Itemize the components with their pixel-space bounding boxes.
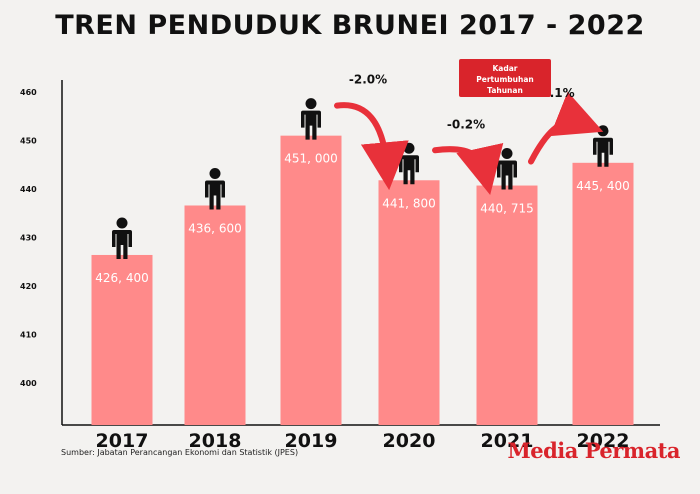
legend-annual-growth: Kadar Pertumbuhan Tahunan <box>459 59 551 97</box>
person-icon <box>205 167 225 210</box>
growth-arrow <box>432 142 504 195</box>
bar-value-label: 441, 800 <box>382 196 435 210</box>
x-tick-label: 2017 <box>96 430 149 452</box>
bar <box>91 254 153 425</box>
y-tick-label: 440 <box>20 185 37 194</box>
legend-line-2: Pertumbuhan <box>476 75 534 84</box>
chart-title: TREN PENDUDUK BRUNEI 2017 - 2022 <box>55 10 645 41</box>
source-note: Sumber: Jabatan Perancangan Ekonomi dan … <box>61 448 299 457</box>
bar-value-label: 436, 600 <box>188 221 241 235</box>
x-tick-label: 2019 <box>285 430 338 452</box>
person-icon <box>593 125 613 167</box>
y-tick-label: 450 <box>20 137 37 146</box>
bar <box>184 205 246 425</box>
bar-value-label: 440, 715 <box>480 202 533 216</box>
y-tick-label: 460 <box>20 88 37 97</box>
y-tick-label: 430 <box>20 234 37 243</box>
y-tick-label: 410 <box>20 331 37 340</box>
x-tick-label: 2020 <box>383 430 436 452</box>
person-icon <box>301 98 321 140</box>
growth-label: -2.0% <box>349 73 387 87</box>
bar <box>476 185 538 425</box>
person-icon <box>112 217 132 259</box>
bar-value-label: 426, 400 <box>95 271 148 285</box>
growth-arrow <box>334 102 409 191</box>
y-tick-label: 400 <box>20 379 37 388</box>
person-icon <box>399 142 419 185</box>
person-icon <box>497 148 517 190</box>
x-tick-label: 2018 <box>189 430 242 452</box>
bar-value-label: 445, 400 <box>576 179 629 193</box>
legend-line-3: Tahunan <box>487 86 523 95</box>
bar <box>378 180 440 425</box>
x-tick-label: 2021 <box>481 430 534 452</box>
growth-label: -0.2% <box>447 117 485 131</box>
x-tick-label: 2022 <box>577 430 630 452</box>
brand-logo: Media Permata <box>507 438 681 463</box>
bar <box>280 135 342 425</box>
bar-value-label: 451, 000 <box>284 152 337 166</box>
legend-line-1: Kadar <box>492 64 518 73</box>
growth-arrow <box>528 91 604 165</box>
y-tick-label: 420 <box>20 282 37 291</box>
bar <box>572 162 634 425</box>
